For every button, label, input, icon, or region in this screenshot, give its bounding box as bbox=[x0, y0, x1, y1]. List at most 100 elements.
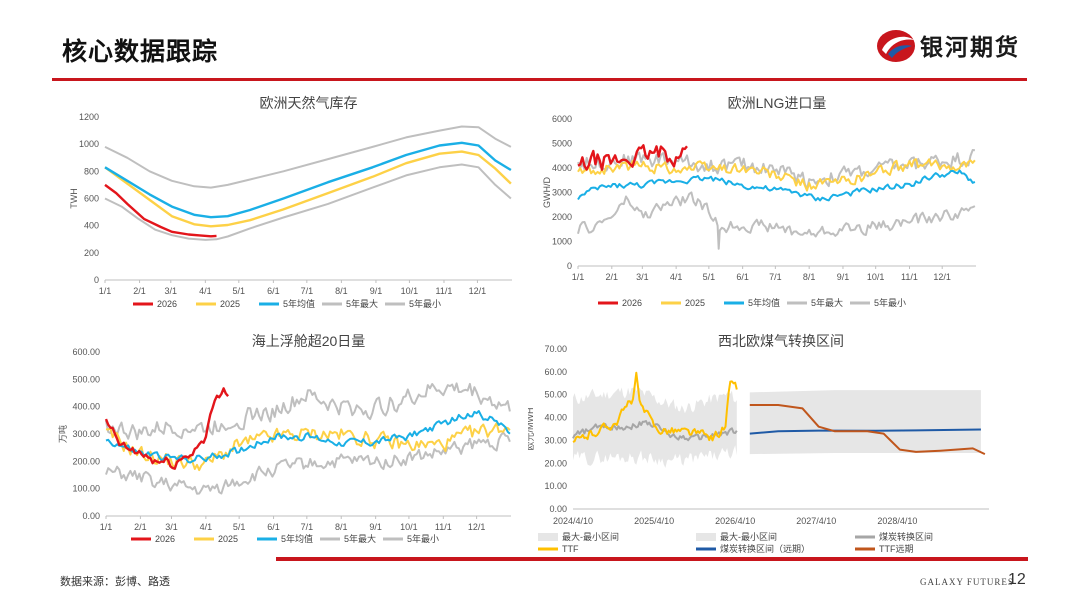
brand-logo: 银河期货 bbox=[876, 26, 1046, 66]
x-tick-label: 9/1 bbox=[837, 272, 850, 282]
brand-name: 银河期货 bbox=[920, 34, 1020, 60]
y-tick-label: 30.00 bbox=[544, 435, 567, 445]
x-tick-label: 1/1 bbox=[100, 522, 113, 532]
x-tick-label: 12/1 bbox=[933, 272, 951, 282]
y-tick-label: 500.00 bbox=[72, 374, 100, 384]
lng-chart: 欧洲LNG进口量 0 1000 2000 3000 4000 5000 6000 GWH/D 1/… bbox=[542, 95, 976, 308]
x-tick-label: 10/1 bbox=[401, 286, 419, 296]
floating-storage-chart: 海上浮舱超20日量 0.00 100.00 200.00 300.00 400.00 500… bbox=[57, 333, 511, 544]
x-tick-label: 3/1 bbox=[165, 286, 178, 296]
series-line-1 bbox=[577, 191, 976, 250]
y-tick-label: 1000 bbox=[552, 237, 572, 247]
series-line-0 bbox=[104, 183, 217, 238]
series-line-2 bbox=[105, 422, 511, 472]
page-number: 12 bbox=[1008, 571, 1026, 588]
legend-label: 5年最大 bbox=[344, 533, 376, 544]
chart-title: 欧洲天然气库存 bbox=[260, 95, 358, 111]
page-title: 核心数据跟踪 bbox=[62, 38, 219, 66]
footer-brand: GALAXY FUTURES bbox=[920, 577, 1014, 587]
legend-label: TTF远期 bbox=[879, 544, 914, 554]
switching-chart: 西北欧煤气转换区间 0.00 10.00 20.00 30.00 40.00 50.00 60… bbox=[528, 333, 989, 554]
series-line-3 bbox=[572, 371, 738, 443]
legend-label: 5年均值 bbox=[748, 297, 780, 308]
y-tick-label: 3000 bbox=[552, 188, 572, 198]
x-tick-label: 5/1 bbox=[233, 522, 246, 532]
series-line-5 bbox=[749, 404, 986, 456]
band-1 bbox=[749, 390, 981, 455]
y-tick-label: 600 bbox=[84, 194, 99, 204]
legend-label: 最大-最小区间 bbox=[562, 531, 619, 542]
galaxy-logo-icon bbox=[877, 30, 915, 62]
y-tick-label: 400 bbox=[84, 221, 99, 231]
x-tick-label: 8/1 bbox=[803, 272, 816, 282]
x-tick-label: 9/1 bbox=[370, 286, 383, 296]
y-tick-label: 4000 bbox=[552, 163, 572, 173]
x-tick-label: 6/1 bbox=[267, 522, 280, 532]
y-tick-label: 6000 bbox=[552, 114, 572, 124]
legend-label: 最大-最小区间 bbox=[720, 531, 777, 542]
y-tick-label: 1000 bbox=[79, 139, 99, 149]
footer-divider bbox=[276, 557, 1028, 561]
x-tick-label: 11/1 bbox=[435, 522, 452, 532]
storage-chart: 欧洲天然气库存 0 200 400 600 800 1000 1200 TWH 1/1 2/1 3/1… bbox=[69, 95, 512, 309]
x-tick-label: 4/1 bbox=[199, 286, 212, 296]
y-tick-label: 1200 bbox=[79, 112, 99, 122]
x-tick-label: 7/1 bbox=[301, 522, 314, 532]
chart-title: 海上浮舱超20日量 bbox=[252, 333, 366, 349]
y-tick-label: 0.00 bbox=[82, 511, 100, 521]
series-line-4 bbox=[104, 163, 512, 241]
series-line-1 bbox=[105, 431, 511, 495]
legend-label: 2026 bbox=[157, 299, 177, 309]
x-tick-label: 6/1 bbox=[267, 286, 280, 296]
x-tick-label: 2024/4/10 bbox=[553, 516, 593, 526]
y-tick-label: 400.00 bbox=[72, 402, 100, 412]
x-tick-label: 5/1 bbox=[703, 272, 716, 282]
x-tick-label: 7/1 bbox=[769, 272, 782, 282]
x-tick-label: 2/1 bbox=[134, 522, 147, 532]
chart-title: 西北欧煤气转换区间 bbox=[718, 333, 844, 349]
x-tick-label: 8/1 bbox=[335, 522, 348, 532]
x-tick-label: 12/1 bbox=[468, 522, 486, 532]
x-tick-label: 2028/4/10 bbox=[877, 516, 917, 526]
y-axis-label: TWH bbox=[69, 188, 79, 209]
x-tick-label: 1/1 bbox=[572, 272, 585, 282]
x-tick-label: 11/1 bbox=[901, 272, 918, 282]
y-tick-label: 0 bbox=[94, 275, 99, 285]
y-tick-label: 100.00 bbox=[72, 484, 100, 494]
y-tick-label: 5000 bbox=[552, 139, 572, 149]
y-tick-label: 20.00 bbox=[544, 458, 567, 468]
x-tick-label: 1/1 bbox=[99, 286, 112, 296]
x-tick-label: 9/1 bbox=[369, 522, 382, 532]
series-line-3 bbox=[577, 169, 976, 202]
series-line-3 bbox=[104, 125, 512, 189]
legend-label: TTF bbox=[562, 544, 579, 554]
legend-label: 5年最大 bbox=[811, 297, 843, 308]
x-tick-label: 6/1 bbox=[736, 272, 749, 282]
series-line-3 bbox=[105, 410, 511, 464]
legend-label: 5年最小 bbox=[409, 298, 441, 309]
series-line-1 bbox=[104, 150, 512, 228]
legend-label: 煤炭转换区间 bbox=[879, 531, 933, 542]
y-tick-label: 300.00 bbox=[72, 429, 100, 439]
x-tick-label: 7/1 bbox=[301, 286, 314, 296]
y-tick-label: 40.00 bbox=[544, 413, 567, 423]
legend-label: 5年最大 bbox=[346, 298, 378, 309]
legend-label: 5年最小 bbox=[874, 297, 906, 308]
legend-label: 2025 bbox=[218, 534, 238, 544]
y-tick-label: 0 bbox=[567, 261, 572, 271]
x-tick-label: 5/1 bbox=[233, 286, 246, 296]
data-source: 数据来源：彭博、路透 bbox=[60, 576, 170, 588]
x-tick-label: 2027/4/10 bbox=[796, 516, 836, 526]
legend-label: 煤炭转换区间（远期） bbox=[720, 543, 810, 554]
y-tick-label: 50.00 bbox=[544, 390, 567, 400]
legend-label: 2026 bbox=[155, 534, 175, 544]
x-tick-label: 10/1 bbox=[867, 272, 885, 282]
y-tick-label: 200.00 bbox=[72, 456, 100, 466]
series-line-2 bbox=[104, 141, 512, 219]
x-tick-label: 12/1 bbox=[469, 286, 487, 296]
legend-label: 5年均值 bbox=[283, 298, 315, 309]
legend-label: 2025 bbox=[220, 299, 240, 309]
y-tick-label: 0.00 bbox=[549, 504, 567, 514]
series-line-2 bbox=[577, 158, 976, 192]
legend-label: 5年最小 bbox=[407, 533, 439, 544]
